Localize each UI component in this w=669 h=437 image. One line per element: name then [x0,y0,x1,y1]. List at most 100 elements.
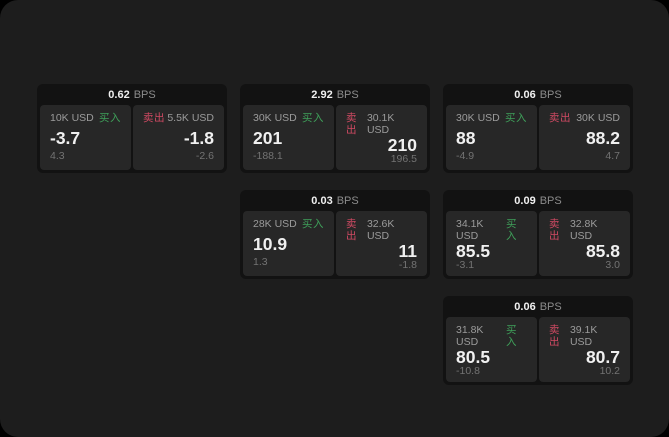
quote-card[interactable]: 0.06 BPS 30K USD 买入 88 -4.9 卖出 30K USD 8… [443,84,633,173]
buy-panel[interactable]: 34.1K USD 买入 85.5 -3.1 [446,211,537,276]
buy-price: 201 [253,127,283,148]
sell-sub-value: 196.5 [390,153,417,166]
buy-side-label: 买入 [506,218,518,242]
sell-amount: 32.6K USD [366,218,395,242]
buy-price: 80.5 [456,347,491,368]
sell-panel-header: 卖出 39.1K USD [549,324,620,348]
quote-panels: 31.8K USD 买入 80.5 -10.8 卖出 39.1K USD 80.… [446,317,630,382]
sell-sub-value: 10.2 [599,365,620,378]
buy-sub-value: -188.1 [253,150,283,163]
sell-sub-value: -2.6 [195,150,214,163]
buy-panel[interactable]: 30K USD 买入 88 -4.9 [446,105,537,170]
sell-amount: 30.1K USD [366,112,395,136]
quote-panels: 30K USD 买入 201 -188.1 卖出 30.1K USD 210 1… [243,105,427,170]
sell-side-label: 卖出 [549,218,560,242]
sell-price: -1.8 [183,127,214,148]
buy-amount: 34.1K USD [456,218,484,242]
bps-value: 0.03 [311,194,333,207]
buy-price: -3.7 [50,127,81,148]
buy-panel[interactable]: 10K USD 买入 -3.7 4.3 [40,105,131,170]
buy-side-label: 买入 [302,218,324,230]
buy-price: 85.5 [456,241,491,262]
bps-unit-label: BPS [133,88,156,101]
quote-card[interactable]: 0.03 BPS 28K USD 买入 10.9 1.3 卖出 32.6K US… [240,190,430,279]
sell-panel[interactable]: 卖出 39.1K USD 80.7 10.2 [539,317,630,382]
sell-panel-header: 卖出 30K USD [549,112,620,125]
card-header: 0.09 BPS [446,190,630,211]
sell-price: 80.7 [585,347,620,368]
buy-panel-header: 31.8K USD 买入 [456,324,527,348]
sell-panel-header: 卖出 32.6K USD [346,218,417,242]
bps-value: 0.06 [514,88,536,101]
bps-value: 0.06 [514,300,536,313]
quote-panels: 10K USD 买入 -3.7 4.3 卖出 5.5K USD -1.8 -2.… [40,105,224,170]
bps-value: 0.09 [514,194,536,207]
buy-amount: 30K USD [253,112,297,124]
sell-price: 85.8 [585,241,620,262]
buy-panel[interactable]: 28K USD 买入 10.9 1.3 [243,211,334,276]
bps-unit-label: BPS [539,88,562,101]
sell-sub-value: 3.0 [605,259,620,272]
buy-side-label: 买入 [506,324,518,348]
sell-panel[interactable]: 卖出 5.5K USD -1.8 -2.6 [133,105,224,170]
quote-panels: 28K USD 买入 10.9 1.3 卖出 32.6K USD 11 -1.8 [243,211,427,276]
buy-price: 10.9 [253,233,288,254]
sell-panel-header: 卖出 5.5K USD [143,112,214,125]
buy-panel[interactable]: 31.8K USD 买入 80.5 -10.8 [446,317,537,382]
buy-amount: 31.8K USD [456,324,484,348]
sell-panel[interactable]: 卖出 30.1K USD 210 196.5 [336,105,427,170]
buy-price: 88 [456,127,476,148]
buy-side-label: 买入 [302,112,324,124]
sell-amount: 30K USD [576,112,620,124]
bps-unit-label: BPS [539,194,562,207]
sell-side-label: 卖出 [143,112,165,124]
sell-amount: 5.5K USD [167,112,214,124]
card-header: 0.06 BPS [446,84,630,105]
bps-value: 0.62 [108,88,130,101]
buy-amount: 28K USD [253,218,297,230]
sell-amount: 39.1K USD [569,324,598,348]
quote-card[interactable]: 0.09 BPS 34.1K USD 买入 85.5 -3.1 卖出 32.8K… [443,190,633,279]
sell-price: 210 [387,135,417,156]
buy-sub-value: 1.3 [253,256,268,269]
buy-amount: 30K USD [456,112,500,124]
sell-side-label: 卖出 [346,218,357,242]
bps-unit-label: BPS [539,300,562,313]
card-header: 2.92 BPS [243,84,427,105]
sell-panel-header: 卖出 32.8K USD [549,218,620,242]
sell-price: 11 [398,241,418,262]
quote-card[interactable]: 2.92 BPS 30K USD 买入 201 -188.1 卖出 30.1K … [240,84,430,173]
buy-panel-header: 34.1K USD 买入 [456,218,527,242]
buy-panel-header: 30K USD 买入 [253,112,324,125]
quote-card[interactable]: 0.62 BPS 10K USD 买入 -3.7 4.3 卖出 5.5K USD… [37,84,227,173]
sell-sub-value: -1.8 [398,259,417,272]
buy-panel[interactable]: 30K USD 买入 201 -188.1 [243,105,334,170]
bps-value: 2.92 [311,88,333,101]
bps-unit-label: BPS [336,88,359,101]
sell-side-label: 卖出 [549,324,560,348]
cards-grid: 0.62 BPS 10K USD 买入 -3.7 4.3 卖出 5.5K USD… [37,84,633,385]
sell-amount: 32.8K USD [569,218,598,242]
sell-panel[interactable]: 卖出 30K USD 88.2 4.7 [539,105,630,170]
buy-side-label: 买入 [99,112,121,124]
buy-panel-header: 30K USD 买入 [456,112,527,125]
buy-panel-header: 28K USD 买入 [253,218,324,231]
sell-panel[interactable]: 卖出 32.6K USD 11 -1.8 [336,211,427,276]
bps-unit-label: BPS [336,194,359,207]
sell-panel-header: 卖出 30.1K USD [346,112,417,136]
sell-price: 88.2 [585,127,620,148]
buy-sub-value: -3.1 [456,259,475,272]
quote-card[interactable]: 0.06 BPS 31.8K USD 买入 80.5 -10.8 卖出 39.1… [443,296,633,385]
buy-panel-header: 10K USD 买入 [50,112,121,125]
card-header: 0.06 BPS [446,296,630,317]
sell-sub-value: 4.7 [605,150,620,163]
quote-panels: 30K USD 买入 88 -4.9 卖出 30K USD 88.2 4.7 [446,105,630,170]
sell-panel[interactable]: 卖出 32.8K USD 85.8 3.0 [539,211,630,276]
sell-side-label: 卖出 [346,112,357,136]
sell-side-label: 卖出 [549,112,571,124]
card-header: 0.03 BPS [243,190,427,211]
buy-side-label: 买入 [505,112,527,124]
buy-sub-value: -4.9 [456,150,475,163]
quote-panels: 34.1K USD 买入 85.5 -3.1 卖出 32.8K USD 85.8… [446,211,630,276]
